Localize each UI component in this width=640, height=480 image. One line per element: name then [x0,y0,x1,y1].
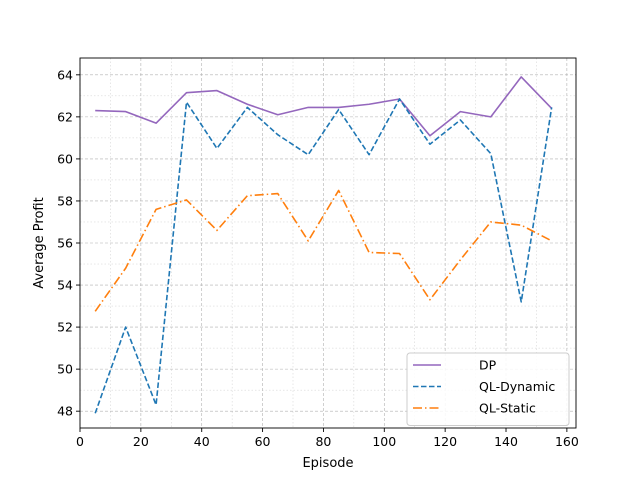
x-axis-label: Episode [302,456,353,471]
x-tick-label: 0 [76,434,84,449]
legend-label: DP [479,358,497,373]
x-tick-label: 40 [194,434,210,449]
series-line-dp [95,76,553,137]
legend-box [406,352,570,426]
x-tick-label: 160 [555,434,579,449]
y-tick-label: 50 [57,362,73,377]
y-tick-label: 62 [57,109,73,124]
y-tick-label: 64 [57,67,73,82]
y-tick-label: 60 [57,151,73,166]
y-tick-label: 48 [57,404,73,419]
x-tick-label: 60 [255,434,271,449]
y-tick-label: 58 [57,193,73,208]
legend-label: QL-Static [479,401,536,416]
x-tick-label: 140 [494,434,518,449]
y-tick-label: 56 [57,236,73,251]
legend: DP QL-Dynamic QL-Static [406,352,570,426]
y-tick-label: 54 [57,278,73,293]
x-axis: 0 20 40 60 80 100 120 140 160 [76,428,579,449]
series-line-ql-static [94,189,553,312]
x-tick-label: 120 [433,434,457,449]
y-tick-label: 52 [57,320,73,335]
x-tick-label: 100 [372,434,396,449]
legend-label: QL-Dynamic [479,379,555,394]
y-axis-label: Average Profit [32,197,47,288]
x-tick-label: 80 [315,434,331,449]
series-layer [94,76,553,414]
series-line-ql-dynamic [94,98,553,414]
y-axis: 48 50 52 54 56 58 60 62 64 [57,67,80,419]
x-tick-label: 20 [133,434,149,449]
